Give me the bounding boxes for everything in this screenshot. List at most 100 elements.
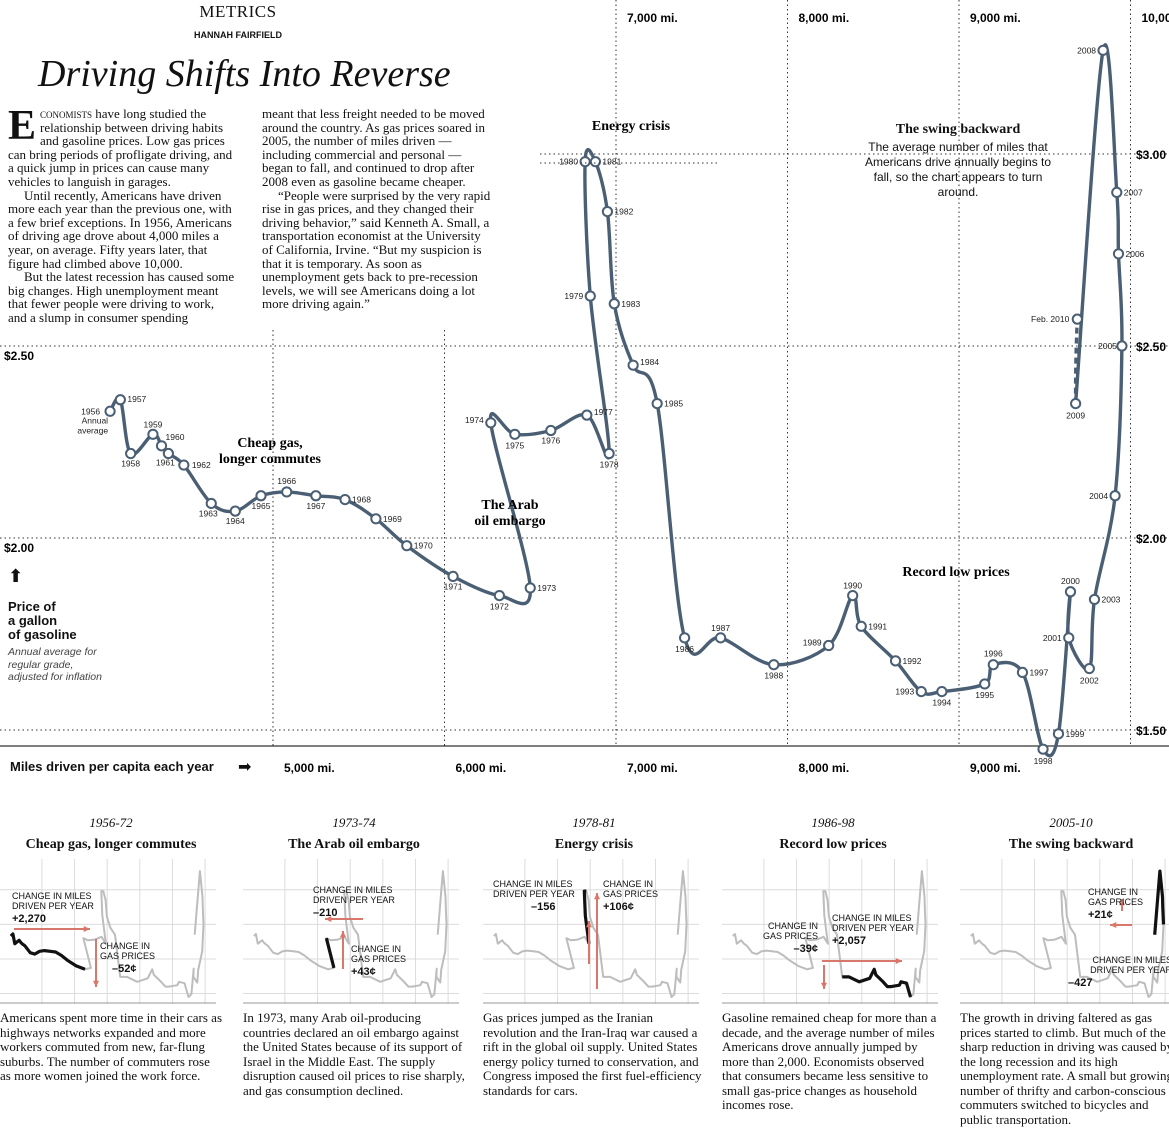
annotation-energy-crisis: Energy crisis: [592, 119, 671, 134]
point-marker-1994: [936, 686, 948, 698]
point-marker-1967: [310, 490, 322, 502]
x-axis-title: Miles driven per capita each year: [10, 759, 214, 774]
panel-title: The swing backward: [1008, 837, 1134, 852]
y-tick-label-left: $2.50: [4, 349, 34, 363]
mini-ghost-line: [970, 870, 1165, 998]
panel-date: 1986-98: [811, 815, 855, 830]
article-column-2: meant that less freight needed to be mov…: [262, 107, 494, 311]
annotation-arab-embargo: The Arab: [481, 498, 538, 513]
point-marker-1975: [509, 428, 521, 440]
year-label: 1975: [505, 440, 524, 450]
year-label: 1991: [868, 621, 887, 631]
point-marker-1986: [679, 632, 691, 644]
point-marker-1981: [589, 156, 602, 168]
point-marker-2004: [1109, 490, 1121, 502]
year-label: 1990: [843, 581, 862, 591]
x-tick-label-bottom: 6,000 mi.: [456, 761, 507, 775]
gas-change-label: GAS PRICES: [351, 954, 406, 964]
y-tick-label-right: $2.50: [1136, 340, 1166, 354]
point-marker-2000: [1064, 586, 1077, 598]
year-label: 1984: [640, 357, 659, 367]
panel-arab-embargo: 1973-74 The Arab oil embargo CHANGE IN MIL…: [243, 815, 465, 1098]
point-marker-1995: [979, 678, 991, 690]
y-tick-label-right: $1.50: [1136, 724, 1166, 738]
year-label: 1994: [932, 698, 951, 708]
year-label: 1966: [277, 476, 296, 486]
x-tick-label-top: 10,000: [1142, 11, 1169, 25]
year-label: 1988: [764, 671, 783, 681]
point-marker-1958: [125, 447, 137, 460]
point-marker-1996: [987, 659, 999, 671]
year-label: 1989: [803, 638, 822, 648]
gas-change-label: CHANGE IN: [603, 879, 653, 889]
year-label: 1976: [541, 435, 560, 445]
swing-body: The average number of miles that America…: [864, 140, 1052, 199]
miles-change-arrow-head: [325, 916, 332, 922]
mini-highlight-line: [9, 932, 86, 971]
miles-change-label: CHANGE IN MILES: [1092, 955, 1169, 965]
swing-title: The swing backward: [895, 122, 1021, 137]
gas-change-arrow-head: [1119, 899, 1125, 906]
miles-change-arrow-head: [1110, 922, 1117, 928]
year-label: 1978: [600, 460, 619, 470]
page-title: Driving Shifts Into Reverse: [38, 53, 451, 95]
panel-title: Record low prices: [779, 837, 887, 852]
miles-change-label: CHANGE IN MILES: [12, 891, 92, 901]
article-quote: “People were surprised by the very rapid…: [262, 187, 491, 312]
year-label: 1956: [81, 406, 100, 416]
miles-change-label: CHANGE IN MILES: [493, 879, 573, 889]
point-marker-1973: [524, 582, 536, 594]
point-marker-Feb2010: [1071, 313, 1083, 325]
year-label: 1985: [664, 399, 683, 409]
point-marker-1999: [1052, 728, 1065, 740]
year-label: 1987: [711, 623, 730, 633]
year-label: 1996: [984, 649, 1003, 659]
point-marker-1961: [162, 447, 174, 460]
point-marker-1956: [104, 405, 116, 417]
annual-average-note: Annual: [82, 415, 109, 425]
miles-change-label: CHANGE IN MILES: [313, 885, 393, 895]
panel-energy-crisis: 1978-81 Energy crisis CHANGE IN MILES DRIVE…: [483, 815, 705, 1098]
dropcap: E: [8, 103, 37, 149]
mini-ghost-line: [253, 870, 448, 998]
point-marker-1957: [114, 394, 126, 406]
byline: HANNAH FAIRFIELD: [194, 30, 282, 40]
year-label: 1967: [306, 501, 325, 511]
grid-lines: [0, 0, 1169, 747]
x-tick-label-bottom: 5,000 mi.: [284, 761, 335, 775]
year-label: 1980: [559, 157, 578, 167]
year-label: 1960: [166, 432, 185, 442]
point-marker-1982: [601, 206, 614, 218]
gas-change-arrow-head: [821, 982, 827, 989]
panel-date: 1978-81: [572, 815, 616, 830]
y-tick-label-right: $2.00: [1136, 532, 1166, 546]
year-label: 1962: [192, 460, 211, 470]
point-marker-2005: [1116, 340, 1128, 352]
miles-change-value: +2,270: [12, 913, 46, 925]
gas-change-arrow-head: [93, 980, 99, 987]
year-label: 1993: [895, 687, 914, 697]
mini-highlight-line: [324, 937, 336, 969]
gas-change-label: GAS PRICES: [763, 931, 818, 941]
year-label: 2005: [1098, 341, 1117, 351]
mini-ghost-line: [732, 870, 927, 998]
panel-title: The Arab oil embargo: [288, 837, 420, 852]
right-arrow-icon: ➡: [238, 757, 252, 776]
tick-labels: 5,000 mi. 6,000 mi. 7,000 mi. 8,000 mi. 9,00…: [4, 11, 1169, 775]
panel-description: Gas prices jumped as the Iranian revolut…: [483, 1010, 702, 1098]
point-marker-1962: [178, 459, 190, 471]
point-marker-1998: [1037, 743, 1049, 755]
year-label: 1998: [1034, 756, 1053, 766]
article-paragraph: Until recently, Americans have driven mo…: [8, 187, 232, 271]
point-marker-1988: [768, 659, 780, 671]
point-marker-1993: [915, 686, 927, 698]
point-marker-1977: [581, 409, 593, 421]
year-label: Feb. 2010: [1031, 314, 1070, 324]
panel-date: 1973-74: [332, 815, 376, 830]
year-label: 1964: [226, 516, 245, 526]
point-marker-2002: [1083, 662, 1095, 675]
x-tick-label-bottom: 9,000 mi.: [970, 761, 1021, 775]
x-tick-label-top: 9,000 mi.: [970, 11, 1021, 25]
point-marker-2001: [1063, 632, 1075, 644]
